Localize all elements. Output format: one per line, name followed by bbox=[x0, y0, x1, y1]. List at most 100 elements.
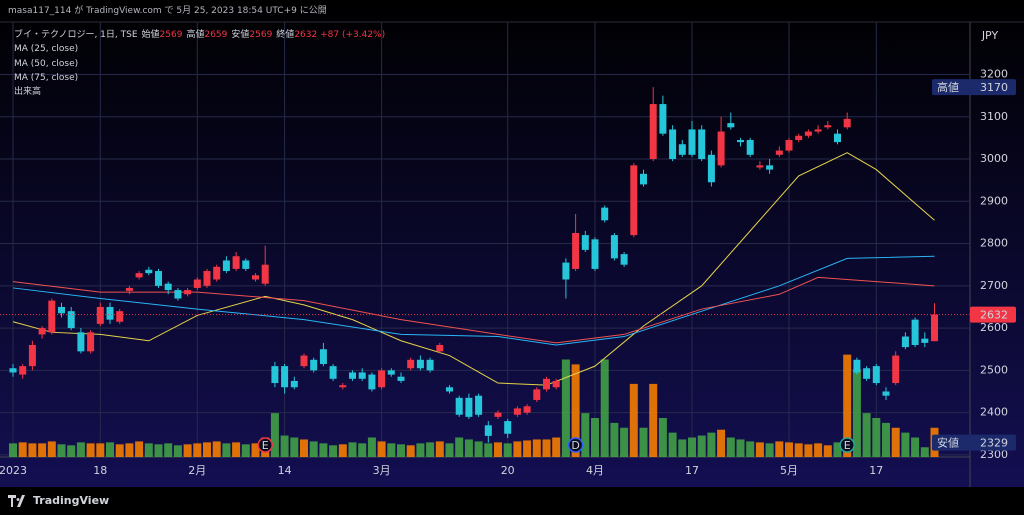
event-marker bbox=[567, 437, 584, 453]
volume-bar bbox=[755, 442, 764, 457]
candle-body bbox=[426, 359, 434, 371]
volume-bar bbox=[47, 441, 56, 457]
x-tick-label: 20 bbox=[501, 464, 515, 477]
volume-bar bbox=[552, 437, 561, 457]
candle-body bbox=[688, 129, 696, 155]
volume-bar bbox=[348, 442, 357, 457]
candle-body bbox=[106, 306, 114, 320]
volume-bar bbox=[154, 444, 163, 457]
volume-legend: 出来高 bbox=[14, 87, 42, 98]
legend-field-value: 2659 bbox=[204, 30, 228, 40]
candle-body bbox=[882, 391, 890, 396]
candle-body bbox=[484, 425, 492, 436]
volume-bar bbox=[435, 441, 444, 457]
candle-body bbox=[28, 344, 36, 367]
symbol: ブイ・テクノロジー, 1日, TSE bbox=[14, 30, 138, 40]
candle-body bbox=[669, 129, 677, 160]
volume-bar bbox=[232, 442, 241, 457]
candle-body bbox=[174, 290, 182, 299]
candle-body bbox=[387, 370, 395, 375]
x-tick-label: 4月 bbox=[586, 464, 604, 477]
volume-bar bbox=[290, 437, 299, 457]
candle-body bbox=[601, 207, 609, 221]
volume-bar bbox=[503, 443, 512, 457]
volume-bar bbox=[57, 444, 66, 457]
volume-bar bbox=[629, 383, 638, 457]
candle-body bbox=[222, 260, 230, 272]
last-price-tag bbox=[970, 306, 1016, 323]
y-tick-label: 2500 bbox=[980, 363, 1008, 376]
volume-bar bbox=[833, 442, 842, 457]
candle-body bbox=[494, 412, 502, 417]
volume-bar bbox=[736, 439, 745, 457]
volume-bar bbox=[911, 437, 920, 457]
candle-body bbox=[242, 260, 250, 269]
volume-bar bbox=[746, 441, 755, 457]
candle-body bbox=[261, 264, 269, 284]
candle-body bbox=[630, 165, 638, 236]
volume-bar bbox=[794, 443, 803, 457]
volume-bar bbox=[474, 441, 483, 457]
volume-bar bbox=[416, 443, 425, 457]
volume-bar bbox=[96, 443, 105, 457]
volume-bar bbox=[484, 443, 493, 457]
candle-body bbox=[155, 271, 162, 286]
volume-bar bbox=[251, 443, 260, 457]
candle-body bbox=[358, 372, 366, 379]
candle-body bbox=[824, 125, 832, 128]
candle-body bbox=[737, 140, 744, 143]
candle-body bbox=[67, 311, 75, 329]
candle-body bbox=[727, 123, 735, 128]
candle-body bbox=[513, 408, 521, 415]
ma-line bbox=[12, 255, 935, 346]
extreme-tag bbox=[932, 79, 1016, 96]
candle-body bbox=[77, 332, 85, 352]
ma-legend: MA (50, close) bbox=[14, 58, 79, 69]
legend-field-value: 2569 bbox=[249, 30, 273, 40]
volume-bar bbox=[144, 443, 153, 457]
volume-bar bbox=[338, 444, 347, 457]
legend-field-label: 終値 bbox=[276, 30, 295, 40]
volume-bar bbox=[561, 359, 570, 457]
volume-bar bbox=[193, 443, 202, 457]
volume-bar bbox=[600, 359, 609, 457]
candle-body bbox=[659, 104, 667, 134]
volume-bar bbox=[542, 439, 551, 457]
extreme-tag-label: 高値 bbox=[937, 80, 959, 94]
candle-body bbox=[135, 273, 143, 278]
candle-body bbox=[552, 380, 560, 388]
volume-bar bbox=[872, 418, 881, 457]
volume-bar bbox=[726, 437, 735, 457]
volume-bar bbox=[76, 442, 85, 457]
x-tick-label: 14 bbox=[278, 464, 292, 477]
y-tick-label: 2700 bbox=[980, 279, 1008, 292]
volume-bar bbox=[610, 422, 619, 457]
volume-bar bbox=[203, 442, 211, 457]
candle-body bbox=[775, 150, 783, 155]
legend-field-label: 高値 bbox=[186, 30, 205, 40]
publish-header: masa117_114 が TradingView.com で 5月 25, 2… bbox=[8, 6, 327, 16]
volume-bar bbox=[639, 427, 648, 457]
candle-body bbox=[203, 271, 211, 286]
volume-bar bbox=[86, 443, 95, 457]
candle-body bbox=[455, 397, 463, 415]
candle-body bbox=[232, 256, 240, 269]
legend-field-label: 始値 bbox=[141, 30, 160, 40]
y-tick-label: 3100 bbox=[980, 110, 1008, 123]
candle-body bbox=[523, 406, 531, 413]
candle-body bbox=[446, 387, 453, 392]
candle-body bbox=[804, 131, 812, 136]
candle-body bbox=[921, 338, 929, 343]
volume-bar bbox=[571, 364, 580, 457]
extreme-tag-value: 2329 bbox=[980, 437, 1008, 450]
volume-bar bbox=[377, 441, 386, 457]
volume-bar bbox=[367, 437, 376, 457]
candle-body bbox=[349, 372, 356, 379]
volume-bar bbox=[891, 427, 900, 457]
volume-bar bbox=[406, 445, 415, 457]
volume-bar bbox=[270, 413, 279, 457]
candle-body bbox=[319, 349, 327, 365]
logo bbox=[8, 494, 25, 507]
candle-body bbox=[911, 319, 919, 345]
